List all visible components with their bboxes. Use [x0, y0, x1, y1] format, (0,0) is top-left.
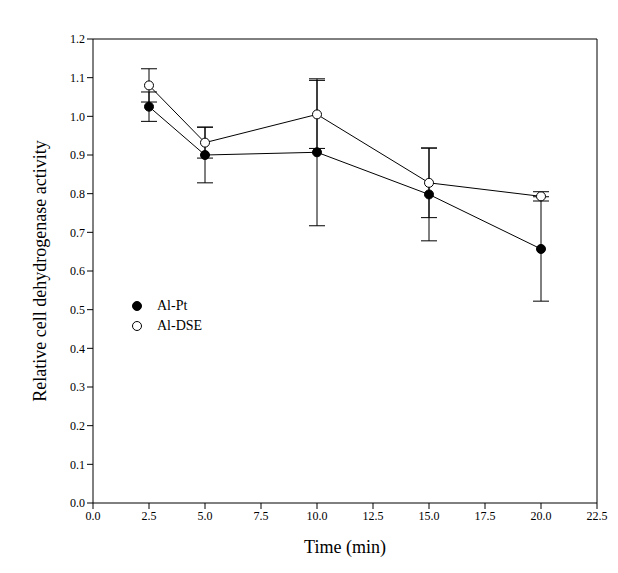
svg-text:Time (min): Time (min)	[304, 537, 386, 558]
svg-text:10.0: 10.0	[307, 509, 328, 523]
html-text:Al-Pt: Al-Pt	[157, 298, 188, 313]
svg-text:0.6: 0.6	[70, 264, 85, 278]
svg-text:15.0: 15.0	[419, 509, 440, 523]
svg-text:1.0: 1.0	[70, 110, 85, 124]
svg-text:0.4: 0.4	[70, 342, 85, 356]
svg-text:0.1: 0.1	[70, 458, 85, 472]
svg-text:0.0: 0.0	[86, 509, 101, 523]
svg-text:0.5: 0.5	[70, 303, 85, 317]
svg-text:22.5: 22.5	[587, 509, 608, 523]
svg-text:0.2: 0.2	[70, 419, 85, 433]
svg-text:1.2: 1.2	[70, 32, 85, 46]
svg-text:Relative cell dehydrogenase ac: Relative cell dehydrogenase activity	[30, 140, 50, 401]
svg-text:0.3: 0.3	[70, 380, 85, 394]
svg-text:0.7: 0.7	[70, 226, 85, 240]
svg-text:7.5: 7.5	[254, 509, 269, 523]
svg-text:0.8: 0.8	[70, 187, 85, 201]
svg-text:5.0: 5.0	[198, 509, 213, 523]
svg-text:17.5: 17.5	[475, 509, 496, 523]
svg-text:20.0: 20.0	[531, 509, 552, 523]
svg-text:12.5: 12.5	[363, 509, 384, 523]
svg-text:2.5: 2.5	[142, 509, 157, 523]
svg-text:0.0: 0.0	[70, 496, 85, 510]
svg-text:0.9: 0.9	[70, 148, 85, 162]
svg-text:1.1: 1.1	[70, 71, 85, 85]
html-text:Al-DSE: Al-DSE	[157, 318, 203, 333]
